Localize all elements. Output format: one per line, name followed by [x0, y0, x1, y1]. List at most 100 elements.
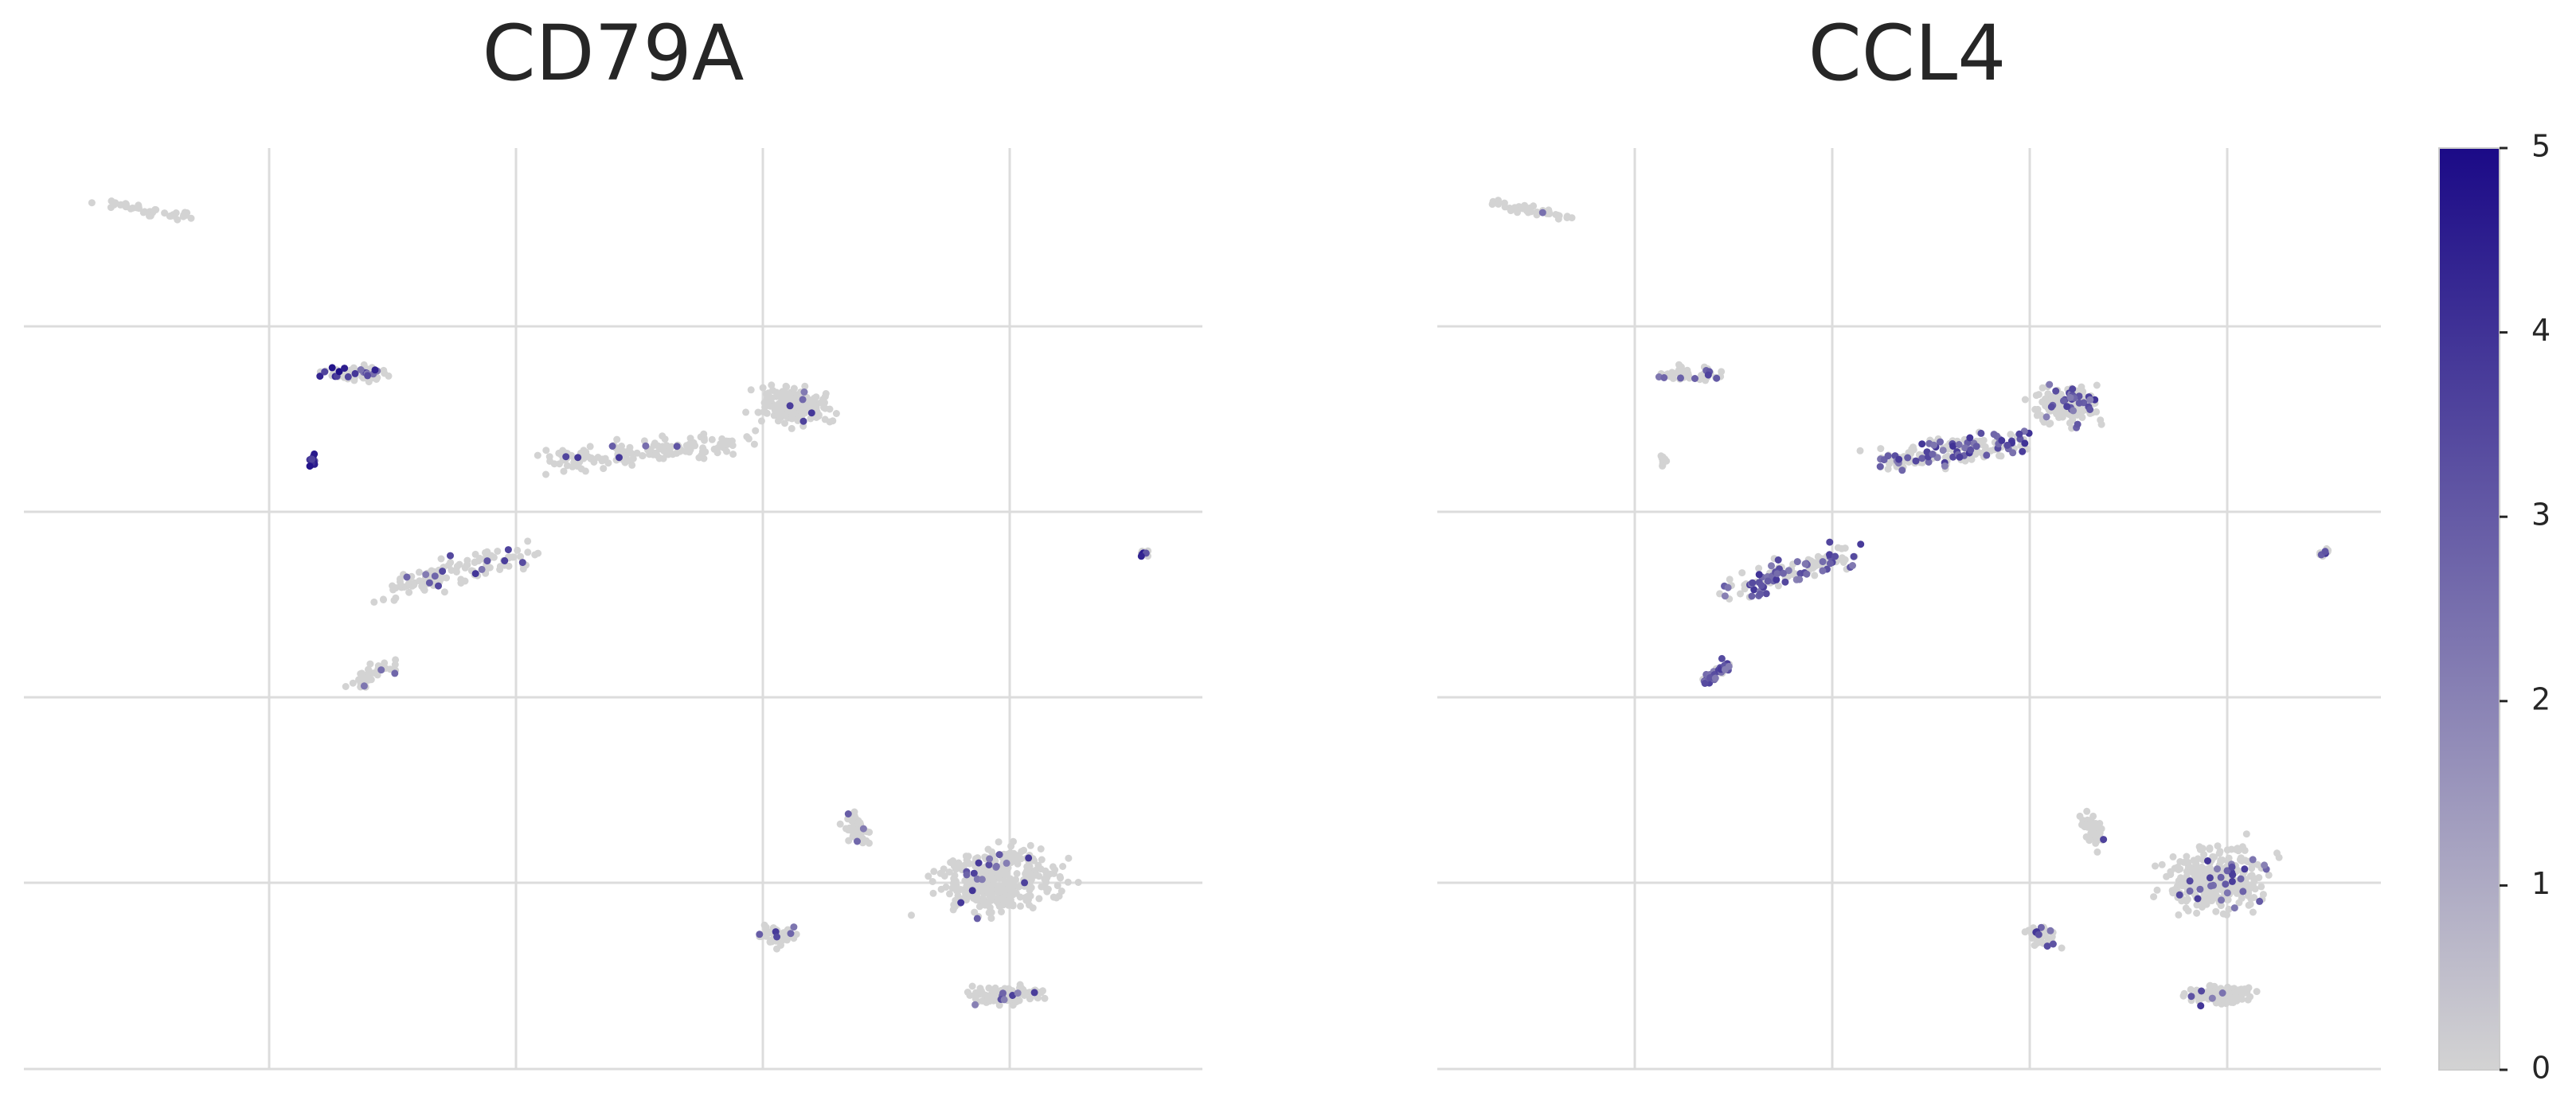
scatter-point — [1980, 436, 1988, 444]
scatter-point — [788, 411, 796, 419]
scatter-point — [1918, 440, 1926, 448]
scatter-point — [328, 364, 336, 372]
scatter-point — [1025, 854, 1033, 862]
scatter-point — [415, 568, 423, 576]
scatter-point — [1937, 438, 1944, 446]
scatter-point — [403, 573, 411, 581]
scatter-point — [2003, 441, 2011, 449]
scatter-point — [2186, 887, 2194, 895]
scatter-point — [1998, 436, 2006, 444]
scatter-point — [815, 412, 823, 420]
scatter-point — [762, 390, 770, 398]
scatter-point — [350, 364, 358, 372]
scatter-point — [1884, 452, 1892, 460]
scatter-point — [992, 862, 1000, 870]
scatter-point — [306, 462, 314, 470]
colorbar-tick-label: 4 — [2531, 313, 2551, 348]
scatter-point — [800, 388, 808, 396]
scatter-point — [1003, 897, 1010, 905]
scatter-point — [747, 386, 755, 394]
scatter-point — [785, 390, 793, 398]
scatter-point — [989, 876, 997, 884]
scatter-point — [984, 890, 992, 897]
scatter-point — [2183, 853, 2191, 860]
scatter-point — [1659, 462, 1667, 470]
colorbar-tick-label: 2 — [2531, 681, 2551, 716]
scatter-point — [2086, 396, 2094, 404]
scatter-point — [1737, 590, 1744, 598]
scatter-point — [801, 382, 809, 390]
scatter-point — [829, 417, 837, 425]
scatter-point — [366, 660, 374, 668]
scatter-point — [1718, 654, 1726, 662]
scatter-point — [2238, 894, 2246, 902]
scatter-point — [1826, 560, 1834, 568]
scatter-point — [2198, 987, 2206, 995]
scatter-point — [999, 989, 1007, 997]
scatter-point — [476, 555, 483, 562]
scatter-point — [854, 837, 861, 845]
scatter-point — [2223, 889, 2231, 897]
scatter-point — [2237, 875, 2245, 883]
scatter-point — [1037, 845, 1045, 853]
scatter-point — [1750, 586, 1758, 594]
scatter-point — [1527, 208, 1534, 216]
scatter-point — [723, 441, 731, 448]
scatter-point — [141, 208, 149, 216]
scatter-point — [2222, 880, 2230, 888]
scatter-point — [2163, 872, 2171, 880]
scatter-point — [963, 883, 971, 891]
scatter-point — [461, 564, 469, 572]
scatter-point — [1035, 895, 1043, 903]
scatter-point — [1014, 883, 1022, 891]
scatter-point — [2167, 868, 2175, 876]
scatter-point — [448, 567, 455, 574]
scatter-point — [770, 412, 778, 419]
scatter-point — [2199, 845, 2207, 853]
scatter-point — [774, 417, 782, 425]
scatter-point — [750, 440, 758, 448]
scatter-point — [542, 447, 550, 455]
scatter-point — [682, 442, 690, 450]
scatter-point — [2233, 997, 2241, 1005]
scatter-point — [1519, 205, 1527, 213]
scatter-point — [2153, 886, 2161, 894]
scatter-point — [123, 202, 131, 210]
scatter-point — [1022, 989, 1030, 997]
scatter-point — [1796, 576, 1804, 583]
scatter-point — [2175, 911, 2183, 919]
scatter-point — [2182, 904, 2190, 912]
scatter-point — [379, 595, 387, 603]
scatter-point — [342, 683, 350, 690]
scatter-point — [1022, 870, 1030, 878]
scatter-point — [1701, 680, 1709, 687]
scatter-point — [2187, 985, 2195, 993]
scatter-point — [2186, 877, 2194, 885]
scatter-point — [987, 915, 995, 923]
scatter-point — [1000, 996, 1008, 1004]
scatter-point — [949, 857, 957, 864]
scatter-point — [1706, 673, 1714, 681]
scatter-point — [2100, 836, 2108, 844]
scatter-point — [924, 872, 932, 880]
scatter-point — [1507, 206, 1515, 214]
scatter-point — [365, 669, 373, 677]
scatter-point — [1660, 374, 1668, 381]
scatter-point — [1925, 458, 1933, 466]
scatter-point — [1007, 842, 1015, 850]
scatter-point — [991, 994, 999, 1001]
scatter-point — [2228, 877, 2236, 885]
scatter-point — [514, 546, 522, 554]
scatter-point — [1026, 995, 1034, 1003]
scatter-point — [1530, 202, 1538, 210]
scatter-point — [799, 396, 807, 404]
scatter-point — [778, 409, 786, 417]
scatter-point — [351, 369, 359, 377]
scatter-point — [930, 868, 938, 876]
scatter-point — [759, 384, 767, 392]
scatter-point — [949, 880, 957, 888]
scatter-point — [772, 388, 780, 396]
scatter-point — [517, 552, 525, 560]
scatter-point — [1768, 562, 1775, 570]
scatter-point — [360, 682, 368, 690]
